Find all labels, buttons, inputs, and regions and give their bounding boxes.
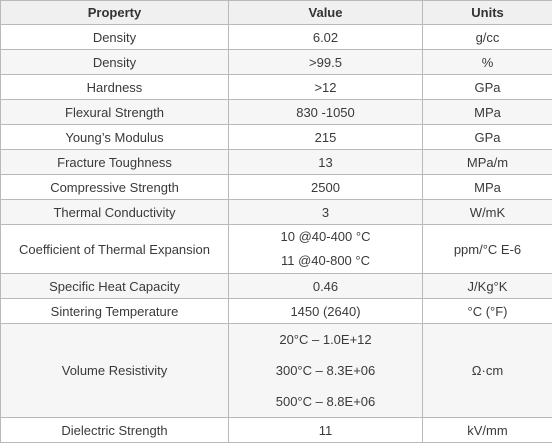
cell-property: Thermal Conductivity xyxy=(0,199,229,225)
cell-property: Hardness xyxy=(0,74,229,100)
table-row: Sintering Temperature 1450 (2640) °C (°F… xyxy=(0,298,552,324)
cell-units: ppm/°C E-6 xyxy=(422,224,552,274)
table-row: Flexural Strength 830 -1050 MPa xyxy=(0,99,552,125)
cell-units: W/mK xyxy=(422,199,552,225)
cell-value: 1450 (2640) xyxy=(228,298,423,324)
table-row: Thermal Conductivity 3 W/mK xyxy=(0,199,552,225)
table-row: Volume Resistivity 20°C – 1.0E+12 300°C … xyxy=(0,323,552,418)
cell-units: GPa xyxy=(422,124,552,150)
cell-property: Dielectric Strength xyxy=(0,417,229,443)
cell-value: 10 @40-400 °C 11 @40-800 °C xyxy=(228,224,423,274)
cell-value: 0.46 xyxy=(228,273,423,299)
cell-property: Specific Heat Capacity xyxy=(0,273,229,299)
header-row: Property Value Units xyxy=(0,0,552,25)
header-property: Property xyxy=(0,0,229,25)
cell-units: GPa xyxy=(422,74,552,100)
table-row: Dielectric Strength 11 kV/mm xyxy=(0,417,552,443)
table-row: Specific Heat Capacity 0.46 J/Kg°K xyxy=(0,273,552,299)
cell-value-line: 20°C – 1.0E+12 xyxy=(279,332,372,347)
cell-property: Density xyxy=(0,49,229,75)
cell-value: 215 xyxy=(228,124,423,150)
table-row: Fracture Toughness 13 MPa/m xyxy=(0,149,552,175)
cell-property: Young’s Modulus xyxy=(0,124,229,150)
cell-property: Fracture Toughness xyxy=(0,149,229,175)
cell-value-line: 500°C – 8.8E+06 xyxy=(275,394,376,409)
cell-value-line: 300°C – 8.3E+06 xyxy=(275,363,376,378)
cell-units: °C (°F) xyxy=(422,298,552,324)
cell-units: MPa xyxy=(422,174,552,200)
cell-units: MPa xyxy=(422,99,552,125)
cell-property: Density xyxy=(0,24,229,50)
cell-value: 20°C – 1.0E+12 300°C – 8.3E+06 500°C – 8… xyxy=(228,323,423,418)
table-row: Compressive Strength 2500 MPa xyxy=(0,174,552,200)
table-row: Hardness >12 GPa xyxy=(0,74,552,100)
table-row: Density >99.5 % xyxy=(0,49,552,75)
cell-value: 830 -1050 xyxy=(228,99,423,125)
table-row: Density 6.02 g/cc xyxy=(0,24,552,50)
table-row: Coefficient of Thermal Expansion 10 @40-… xyxy=(0,224,552,274)
header-units: Units xyxy=(422,0,552,25)
cell-property: Volume Resistivity xyxy=(0,323,229,418)
cell-property: Sintering Temperature xyxy=(0,298,229,324)
header-value: Value xyxy=(228,0,423,25)
cell-value: >12 xyxy=(228,74,423,100)
cell-property: Compressive Strength xyxy=(0,174,229,200)
cell-value: >99.5 xyxy=(228,49,423,75)
cell-units: MPa/m xyxy=(422,149,552,175)
cell-units: Ω·cm xyxy=(422,323,552,418)
cell-value: 13 xyxy=(228,149,423,175)
cell-property: Flexural Strength xyxy=(0,99,229,125)
cell-value-line: 10 @40-400 °C xyxy=(280,229,371,244)
cell-units: J/Kg°K xyxy=(422,273,552,299)
cell-units: % xyxy=(422,49,552,75)
cell-property: Coefficient of Thermal Expansion xyxy=(0,224,229,274)
cell-value: 2500 xyxy=(228,174,423,200)
cell-units: kV/mm xyxy=(422,417,552,443)
cell-units: g/cc xyxy=(422,24,552,50)
cell-value-line: 11 @40-800 °C xyxy=(281,253,370,268)
cell-value: 3 xyxy=(228,199,423,225)
table-row: Young’s Modulus 215 GPa xyxy=(0,124,552,150)
cell-value: 11 xyxy=(228,417,423,443)
cell-value: 6.02 xyxy=(228,24,423,50)
